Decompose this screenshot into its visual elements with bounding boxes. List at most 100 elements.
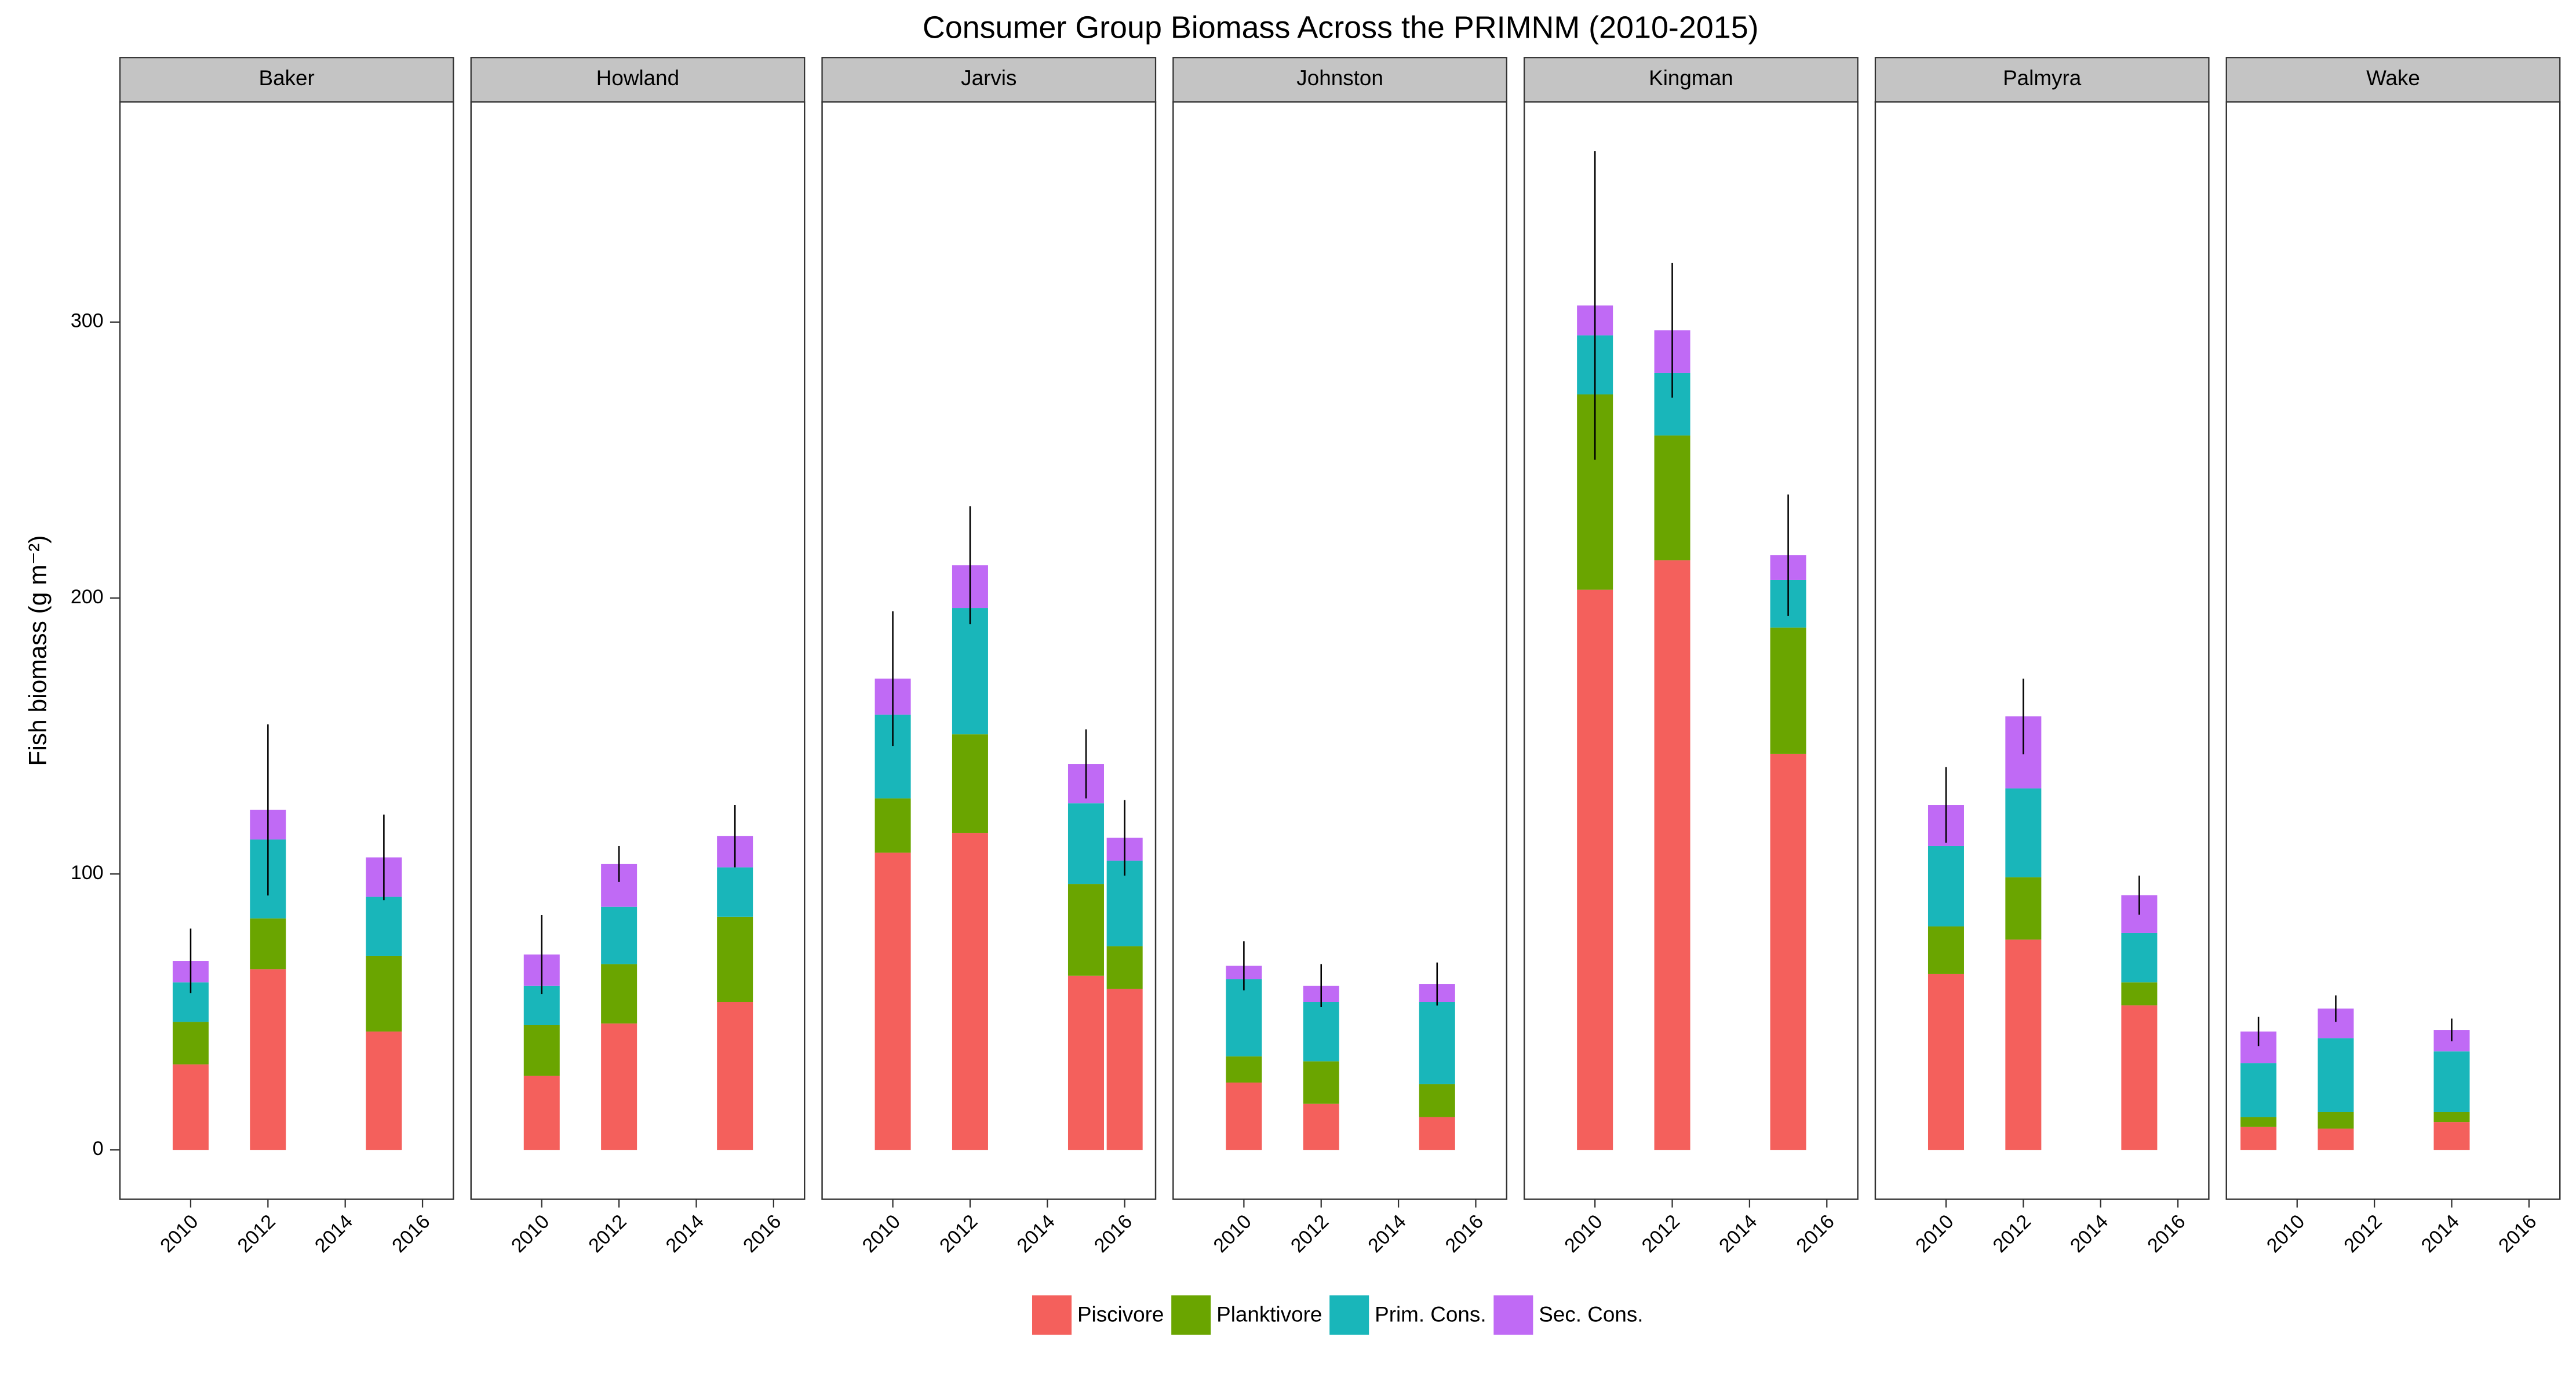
bar-segment <box>366 897 402 956</box>
bar-segment <box>366 956 402 1032</box>
panel <box>2225 101 2561 1200</box>
bar-segment <box>601 906 637 964</box>
bar-segment <box>1928 846 1964 927</box>
bar-segment <box>2240 1117 2277 1127</box>
bar-segment <box>1654 560 1690 1150</box>
y-tick-label: 100 <box>71 862 104 884</box>
bar-segment <box>2005 939 2042 1150</box>
x-tick-label: 2016 <box>1792 1211 1838 1257</box>
bar-segment <box>875 852 911 1150</box>
legend-label: Sec. Cons. <box>1539 1302 1643 1326</box>
bar-segment <box>717 867 753 917</box>
bar-segment <box>1770 753 1806 1150</box>
bar-segment <box>2121 932 2158 983</box>
x-tick-label: 2012 <box>935 1211 982 1257</box>
bar-segment <box>952 608 988 735</box>
bar-segment <box>1226 979 1262 1056</box>
bar-segment <box>2433 1051 2470 1112</box>
bar-segment <box>1419 1084 1455 1117</box>
bar-segment <box>1577 589 1613 1150</box>
bar-segment <box>523 1025 560 1076</box>
x-tick-label: 2010 <box>2262 1211 2309 1257</box>
bar-segment <box>1928 926 1964 974</box>
bar-segment <box>2240 1063 2277 1117</box>
bar-segment <box>366 1031 402 1150</box>
bar-segment <box>1067 803 1104 884</box>
bar-segment <box>523 1076 560 1150</box>
x-tick-label: 2016 <box>739 1211 785 1257</box>
panel-border <box>821 101 1157 1200</box>
x-tick-label: 2010 <box>858 1211 905 1257</box>
bar-segment <box>717 916 753 1002</box>
x-tick-label: 2014 <box>311 1211 357 1257</box>
panel <box>1524 101 1859 1200</box>
strip <box>1524 57 1859 103</box>
strip <box>470 57 806 103</box>
panel-border <box>1524 101 1859 1200</box>
bar-segment <box>1106 946 1143 989</box>
bar-segment <box>1067 975 1104 1150</box>
bar-segment <box>1226 1083 1262 1150</box>
x-tick-label: 2014 <box>662 1211 708 1257</box>
bar-segment <box>2433 1122 2470 1150</box>
panel-border <box>470 101 806 1200</box>
strip <box>821 57 1157 103</box>
panel <box>821 101 1157 1200</box>
bar-segment <box>1303 1103 1339 1150</box>
y-axis-label: Fish biomass (g m⁻²) <box>24 535 52 766</box>
x-tick-label: 2016 <box>2494 1211 2541 1257</box>
bar-segment <box>2318 1128 2354 1150</box>
bar-segment <box>952 833 988 1150</box>
x-tick-label: 2012 <box>584 1211 631 1257</box>
bar-segment <box>250 918 286 970</box>
panel-border <box>1874 101 2210 1200</box>
bar-segment <box>1419 1001 1455 1084</box>
x-tick-label: 2012 <box>2340 1211 2386 1257</box>
chart-title: Consumer Group Biomass Across the PRIMNM… <box>923 10 1759 45</box>
x-tick-label: 2010 <box>1560 1211 1606 1257</box>
legend-key <box>1169 1293 1213 1337</box>
legend: Piscivore Planktivore Prim. Cons. Sec. Cons… <box>1030 1293 1644 1337</box>
x-tick-label: 2016 <box>1090 1211 1136 1257</box>
x-tick-label: 2010 <box>1209 1211 1256 1257</box>
legend-label: Piscivore <box>1077 1302 1164 1326</box>
bar-segment <box>1303 1001 1339 1062</box>
bar-segment <box>601 1023 637 1150</box>
bar-segment <box>1419 1117 1455 1150</box>
x-tick-label: 2012 <box>1287 1211 1333 1257</box>
bar-segment <box>2121 1005 2158 1150</box>
x-tick-label: 2014 <box>1364 1211 1410 1257</box>
y-tick-label: 200 <box>71 586 104 608</box>
x-tick-label: 2016 <box>388 1211 434 1257</box>
x-tick-label: 2012 <box>1638 1211 1684 1257</box>
facet-title: Wake <box>2366 66 2420 90</box>
bar-segment <box>717 1001 753 1150</box>
strip <box>119 57 454 103</box>
panel <box>470 101 806 1200</box>
legend-key <box>1328 1293 1371 1337</box>
bar-segment <box>1106 989 1143 1150</box>
strip <box>1172 57 1507 103</box>
bar-segment <box>2240 1127 2277 1150</box>
x-tick-label: 2016 <box>1441 1211 1488 1257</box>
facet-title: Baker <box>259 66 315 90</box>
bar-segment <box>2121 982 2158 1005</box>
bar-segment <box>250 969 286 1150</box>
bar-segment <box>1067 884 1104 976</box>
bar-segment <box>1654 435 1690 560</box>
legend-label: Planktivore <box>1216 1302 1322 1326</box>
facet-title: Palmyra <box>2003 66 2082 90</box>
bar-segment <box>952 734 988 833</box>
x-tick-label: 2010 <box>156 1211 202 1257</box>
panel-border <box>1172 101 1507 1200</box>
bar-segment <box>172 1022 209 1065</box>
x-tick-label: 2010 <box>507 1211 553 1257</box>
bar-segment <box>875 798 911 853</box>
bar-segment <box>1226 1056 1262 1083</box>
panel-border <box>2225 101 2561 1200</box>
bar-segment <box>2005 788 2042 877</box>
facet-title: Johnston <box>1296 66 1383 90</box>
legend-key <box>1492 1293 1535 1337</box>
